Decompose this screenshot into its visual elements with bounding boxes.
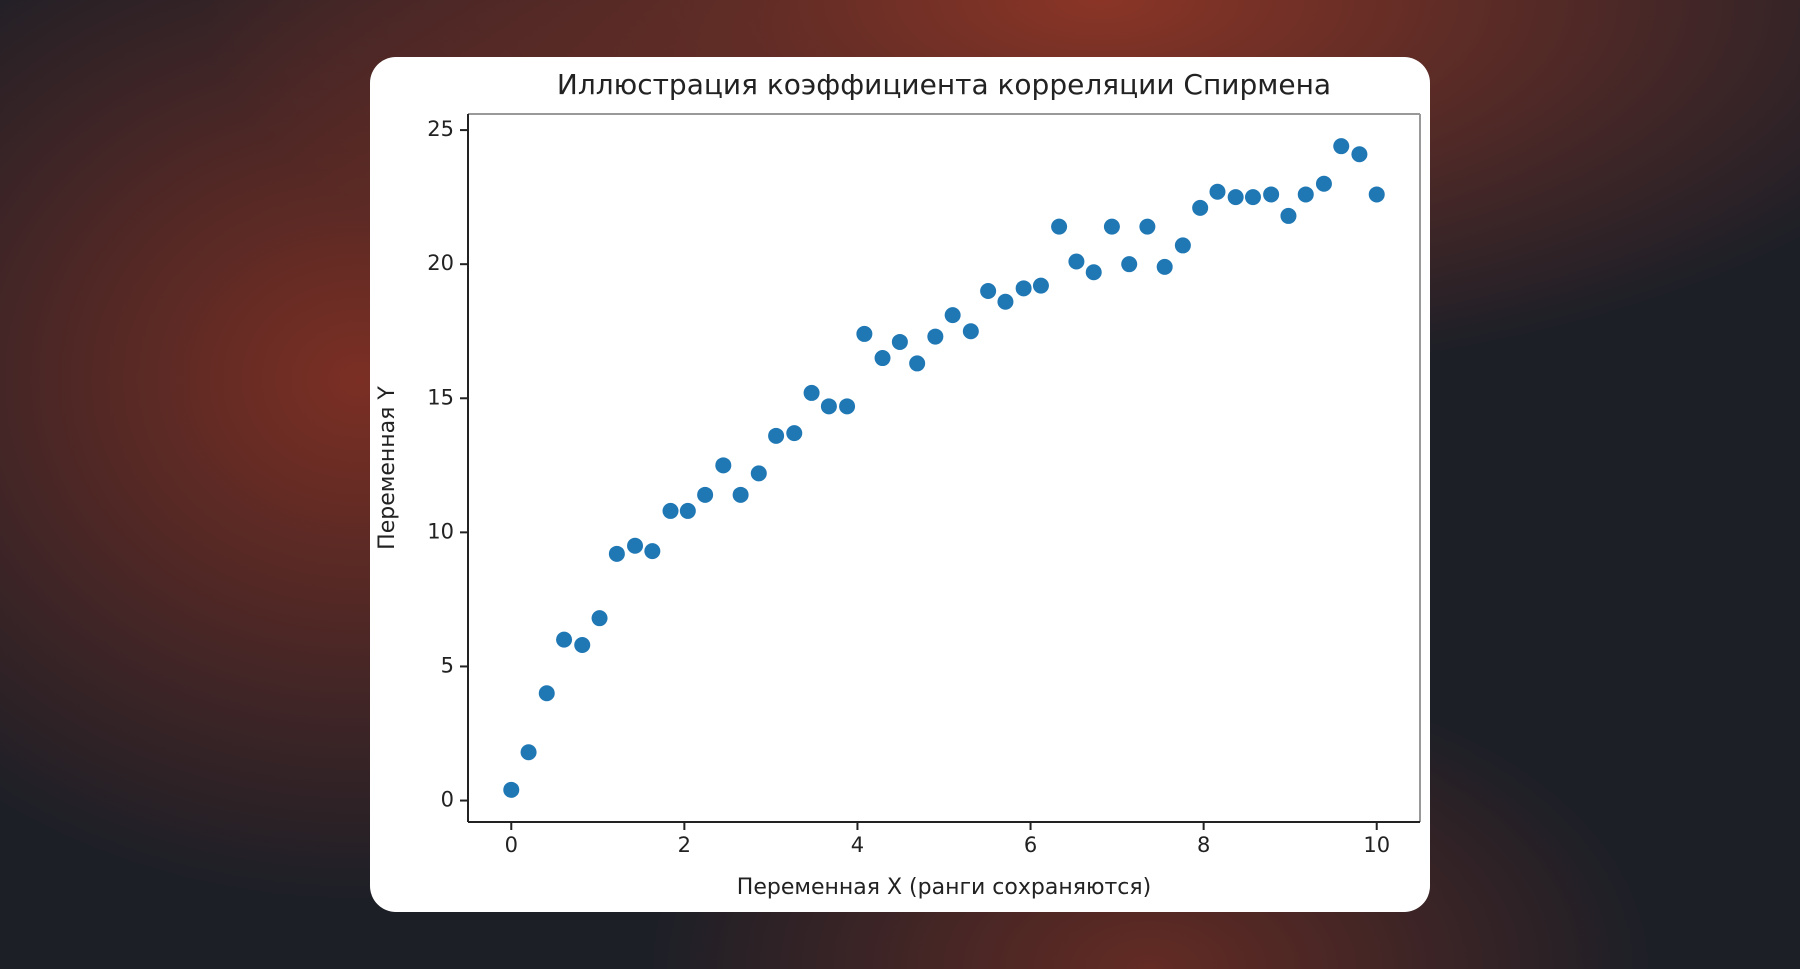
y-tick-label: 25 [427, 117, 454, 141]
point [732, 486, 749, 503]
point [1085, 264, 1102, 281]
point [1192, 199, 1209, 216]
point [962, 323, 979, 340]
point [768, 427, 785, 444]
y-tick-label: 5 [441, 653, 454, 677]
point [697, 486, 714, 503]
point [909, 355, 926, 372]
point [997, 293, 1014, 310]
y-tick-label: 10 [427, 519, 454, 543]
x-tick-label: 6 [1024, 833, 1037, 857]
point [750, 465, 767, 482]
point [1139, 218, 1156, 235]
point [520, 744, 537, 761]
point [786, 425, 803, 442]
point [556, 631, 573, 648]
point [1209, 183, 1226, 200]
point [503, 781, 520, 798]
point [1015, 280, 1032, 297]
y-tick-label: 15 [427, 385, 454, 409]
point [1263, 186, 1280, 203]
point [1280, 207, 1297, 224]
point [679, 502, 696, 519]
point [538, 685, 555, 702]
point [891, 333, 908, 350]
point [1244, 189, 1261, 206]
point [608, 545, 625, 562]
point [927, 328, 944, 345]
point [1368, 186, 1385, 203]
point [1032, 277, 1049, 294]
point [944, 307, 961, 324]
chart-title: Иллюстрация коэффициента корреляции Спир… [557, 68, 1331, 101]
point [839, 398, 856, 415]
point [820, 398, 837, 415]
y-axis-label: Переменная Y [375, 386, 400, 550]
point [1174, 237, 1191, 254]
point [856, 325, 873, 342]
y-tick-label: 20 [427, 251, 454, 275]
point [662, 502, 679, 519]
x-tick-label: 8 [1197, 833, 1210, 857]
point [1351, 146, 1368, 163]
point [574, 637, 591, 653]
point [874, 350, 891, 367]
x-tick-label: 0 [505, 833, 518, 857]
point [980, 283, 997, 299]
point [644, 543, 661, 560]
point [627, 537, 644, 554]
point [1333, 138, 1350, 155]
x-axis-label: Переменная X (ранги сохраняются) [737, 875, 1151, 900]
point [1227, 189, 1244, 206]
point [1068, 253, 1085, 270]
point [803, 384, 820, 401]
point [1103, 218, 1120, 235]
point [591, 610, 608, 627]
point [1051, 218, 1068, 235]
x-tick-label: 10 [1363, 833, 1390, 857]
point [1121, 256, 1138, 273]
y-tick-label: 0 [441, 788, 454, 812]
x-tick-label: 4 [851, 833, 864, 857]
point [715, 457, 732, 474]
x-tick-label: 2 [678, 833, 691, 857]
point [1315, 175, 1332, 192]
point [1156, 258, 1173, 275]
point [1297, 186, 1314, 203]
